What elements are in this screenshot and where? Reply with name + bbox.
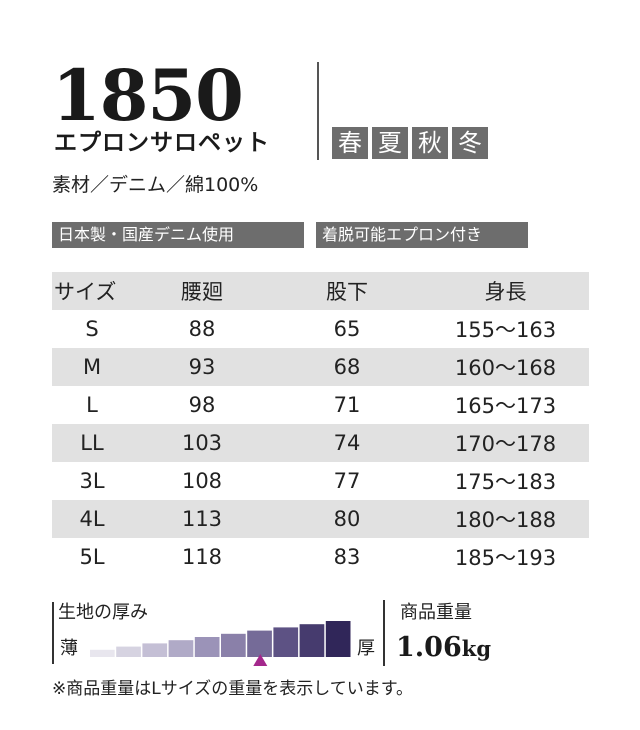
cell-waist: 93 — [188, 355, 216, 379]
cell-waist: 98 — [188, 393, 216, 417]
cell-height: 165～173 — [454, 394, 557, 418]
model-number: 1850 — [52, 54, 244, 137]
size-table: サイズ 腰廻 股下 身長 S 88 65 155～163 M 93 68 160… — [52, 272, 589, 576]
cell-inseam: 68 — [333, 355, 361, 379]
cell-inseam: 65 — [333, 317, 361, 341]
thickness-marker-icon — [253, 654, 268, 666]
cell-size: M — [82, 355, 102, 379]
thickness-bar — [194, 637, 220, 657]
thickness-bar — [325, 621, 351, 657]
weight-note: ※商品重量はLサイズの重量を表示しています。 — [52, 679, 413, 699]
cell-waist: 113 — [181, 507, 223, 531]
product-name: エプロンサロペット — [54, 130, 270, 156]
header-size: サイズ — [54, 280, 117, 304]
thickness-bar — [168, 640, 194, 657]
thickness-bar — [221, 633, 246, 657]
cell-inseam: 80 — [333, 507, 361, 531]
thickness-bar — [142, 643, 168, 657]
table-row: 4L 113 80 180～188 — [52, 500, 589, 538]
season-badge-summer: 夏 — [372, 127, 408, 159]
cell-height: 155～163 — [454, 318, 557, 342]
thickness-bar — [90, 649, 115, 657]
weight-unit: kg — [461, 636, 491, 661]
cell-size: 5L — [79, 545, 105, 569]
header-waist: 腰廻 — [181, 280, 223, 304]
thickness-bar — [299, 624, 325, 657]
thickness-bar — [273, 627, 299, 657]
thickness-thick-label: 厚 — [357, 638, 375, 659]
table-row: M 93 68 160～168 — [52, 348, 589, 386]
cell-waist: 108 — [181, 469, 223, 493]
feature-tag-made-in-japan: 日本製・国産デニム使用 — [52, 222, 304, 248]
cell-height: 170～178 — [454, 432, 557, 456]
cell-size: 4L — [79, 507, 105, 531]
season-badge-spring: 春 — [332, 127, 368, 159]
thickness-bar — [116, 646, 141, 657]
cell-size: 3L — [79, 469, 105, 493]
table-row: 3L 108 77 175～183 — [52, 462, 589, 500]
material-text: 素材／デニム／綿100% — [52, 174, 259, 196]
cell-waist: 118 — [181, 545, 223, 569]
thickness-bracket — [52, 602, 54, 664]
thickness-bar — [247, 630, 272, 657]
cell-inseam: 74 — [333, 431, 361, 455]
header-inseam: 股下 — [326, 280, 368, 304]
cell-height: 175～183 — [454, 470, 557, 494]
cell-height: 185～193 — [454, 546, 557, 570]
thickness-thin-label: 薄 — [60, 638, 78, 659]
season-badge-winter: 冬 — [452, 127, 488, 159]
cell-size: L — [86, 393, 98, 417]
table-row: 5L 118 83 185～193 — [52, 538, 589, 576]
cell-waist: 103 — [181, 431, 223, 455]
cell-waist: 88 — [188, 317, 216, 341]
season-badge-autumn: 秋 — [412, 127, 448, 159]
table-row: LL 103 74 170～178 — [52, 424, 589, 462]
cell-size: LL — [80, 431, 104, 455]
feature-tag-removable-apron: 着脱可能エプロン付き — [316, 222, 528, 248]
season-badges: 春 夏 秋 冬 — [332, 127, 488, 159]
cell-inseam: 71 — [333, 393, 361, 417]
table-row: S 88 65 155～163 — [52, 310, 589, 348]
cell-inseam: 83 — [333, 545, 361, 569]
size-table-header-row: サイズ 腰廻 股下 身長 — [52, 272, 589, 310]
cell-inseam: 77 — [333, 469, 361, 493]
table-row: L 98 71 165～173 — [52, 386, 589, 424]
weight-divider — [383, 600, 385, 666]
cell-size: S — [85, 317, 99, 341]
header-height: 身長 — [484, 280, 527, 304]
cell-height: 180～188 — [454, 508, 557, 532]
weight-label: 商品重量 — [400, 602, 472, 623]
weight-value: 1.06kg — [396, 632, 491, 665]
cell-height: 160～168 — [454, 356, 557, 380]
thickness-label: 生地の厚み — [58, 602, 148, 623]
weight-number: 1.06 — [396, 632, 462, 663]
feature-tags: 日本製・国産デニム使用 着脱可能エプロン付き — [52, 222, 528, 248]
title-divider — [317, 62, 319, 160]
